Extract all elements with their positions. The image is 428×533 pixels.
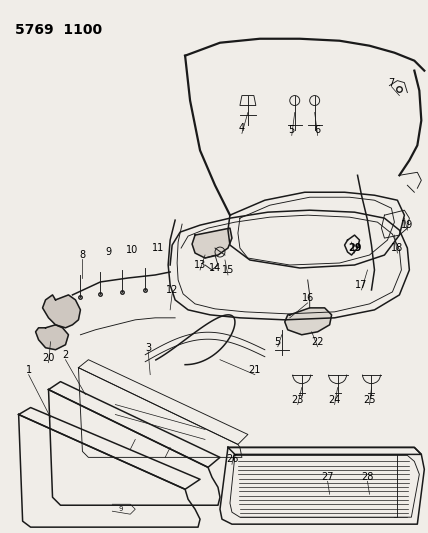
Text: 11: 11 <box>152 243 164 253</box>
Text: 5: 5 <box>288 125 295 135</box>
Polygon shape <box>285 308 332 335</box>
Text: 8: 8 <box>79 250 86 260</box>
Polygon shape <box>36 325 68 350</box>
Text: 28: 28 <box>361 472 374 482</box>
Text: 5769  1100: 5769 1100 <box>15 23 102 37</box>
Text: 25: 25 <box>363 394 376 405</box>
Polygon shape <box>192 228 232 258</box>
Text: 4: 4 <box>239 124 245 133</box>
Text: 29: 29 <box>348 243 361 253</box>
Text: 1: 1 <box>26 365 32 375</box>
Text: 15: 15 <box>222 265 234 275</box>
Text: 2: 2 <box>62 350 68 360</box>
Polygon shape <box>42 295 80 328</box>
Text: 6: 6 <box>315 125 321 135</box>
Text: 9: 9 <box>105 247 111 257</box>
Text: 17: 17 <box>355 280 368 290</box>
Text: 26: 26 <box>226 454 238 464</box>
Text: 19: 19 <box>401 220 413 230</box>
Text: 14: 14 <box>209 263 221 273</box>
Text: 18: 18 <box>391 243 404 253</box>
Text: 23: 23 <box>291 394 304 405</box>
Text: 16: 16 <box>302 293 314 303</box>
Text: 3: 3 <box>145 343 151 353</box>
Text: 20: 20 <box>42 353 55 362</box>
Text: 24: 24 <box>328 394 341 405</box>
Text: 21: 21 <box>249 365 261 375</box>
Text: 27: 27 <box>321 472 334 482</box>
Text: 10: 10 <box>126 245 138 255</box>
Text: 12: 12 <box>166 285 178 295</box>
Text: 22: 22 <box>312 337 324 347</box>
Text: 9: 9 <box>118 506 122 512</box>
Text: 5: 5 <box>275 337 281 347</box>
Text: 13: 13 <box>194 260 206 270</box>
Text: 7: 7 <box>388 78 395 87</box>
